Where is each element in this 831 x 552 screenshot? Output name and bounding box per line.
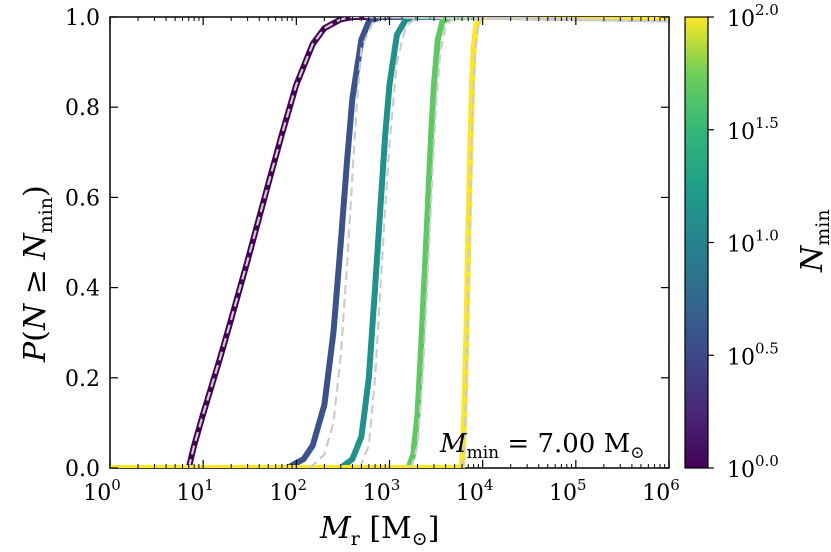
colorbar-ticks: 100.0 100.5 101.0 101.5 102.0 (708, 1, 779, 483)
colorbar (684, 16, 709, 469)
reference-line-2 (309, 17, 669, 468)
reference-line-3 (358, 17, 669, 468)
x-tick-label-1: 101 (176, 476, 214, 506)
series-line-5 (110, 17, 669, 468)
colorbar-tick-label-4: 102.0 (727, 1, 779, 32)
y-tick-label-1: 0.2 (65, 367, 100, 392)
colorbar-tick-label-3: 101.5 (727, 114, 779, 145)
y-tick-label-0: 0.0 (65, 457, 100, 482)
series-line-4 (110, 17, 669, 468)
colorbar-title: Nmin (795, 209, 831, 273)
x-tick-label-4: 104 (456, 476, 494, 506)
x-tick-label-6: 106 (642, 476, 680, 506)
y-tick-label-5: 1.0 (65, 6, 100, 31)
reference-lines-overlay (187, 17, 669, 468)
reference-line-1 (187, 17, 669, 468)
series-line-2 (110, 17, 669, 468)
x-axis-title: Mr [M⊙] (319, 511, 439, 550)
x-axis-ticks: 100 101 102 103 104 105 106 (83, 17, 680, 506)
y-axis-ticks: 0.0 0.2 0.4 0.6 0.8 1.0 (65, 6, 669, 482)
y-axis-title: P(N ≥ Nmin) (18, 185, 57, 363)
colorbar-tick-label-2: 101.0 (727, 227, 779, 258)
x-tick-label-5: 105 (549, 476, 587, 506)
x-tick-label-3: 103 (363, 476, 401, 506)
colorbar-tick-label-1: 100.5 (727, 339, 779, 370)
reference-line-5 (462, 17, 669, 468)
series-line-3 (110, 17, 669, 468)
annotation-mmin: Mmin = 7.00 M⊙ (439, 429, 644, 463)
y-tick-label-4: 0.8 (65, 96, 100, 121)
y-tick-label-3: 0.6 (65, 186, 100, 211)
x-tick-label-0: 100 (83, 476, 121, 506)
reference-line-4 (409, 17, 669, 468)
colorbar-tick-label-0: 100.0 (727, 452, 779, 483)
x-tick-label-2: 102 (270, 476, 308, 506)
y-tick-label-2: 0.4 (65, 277, 100, 302)
